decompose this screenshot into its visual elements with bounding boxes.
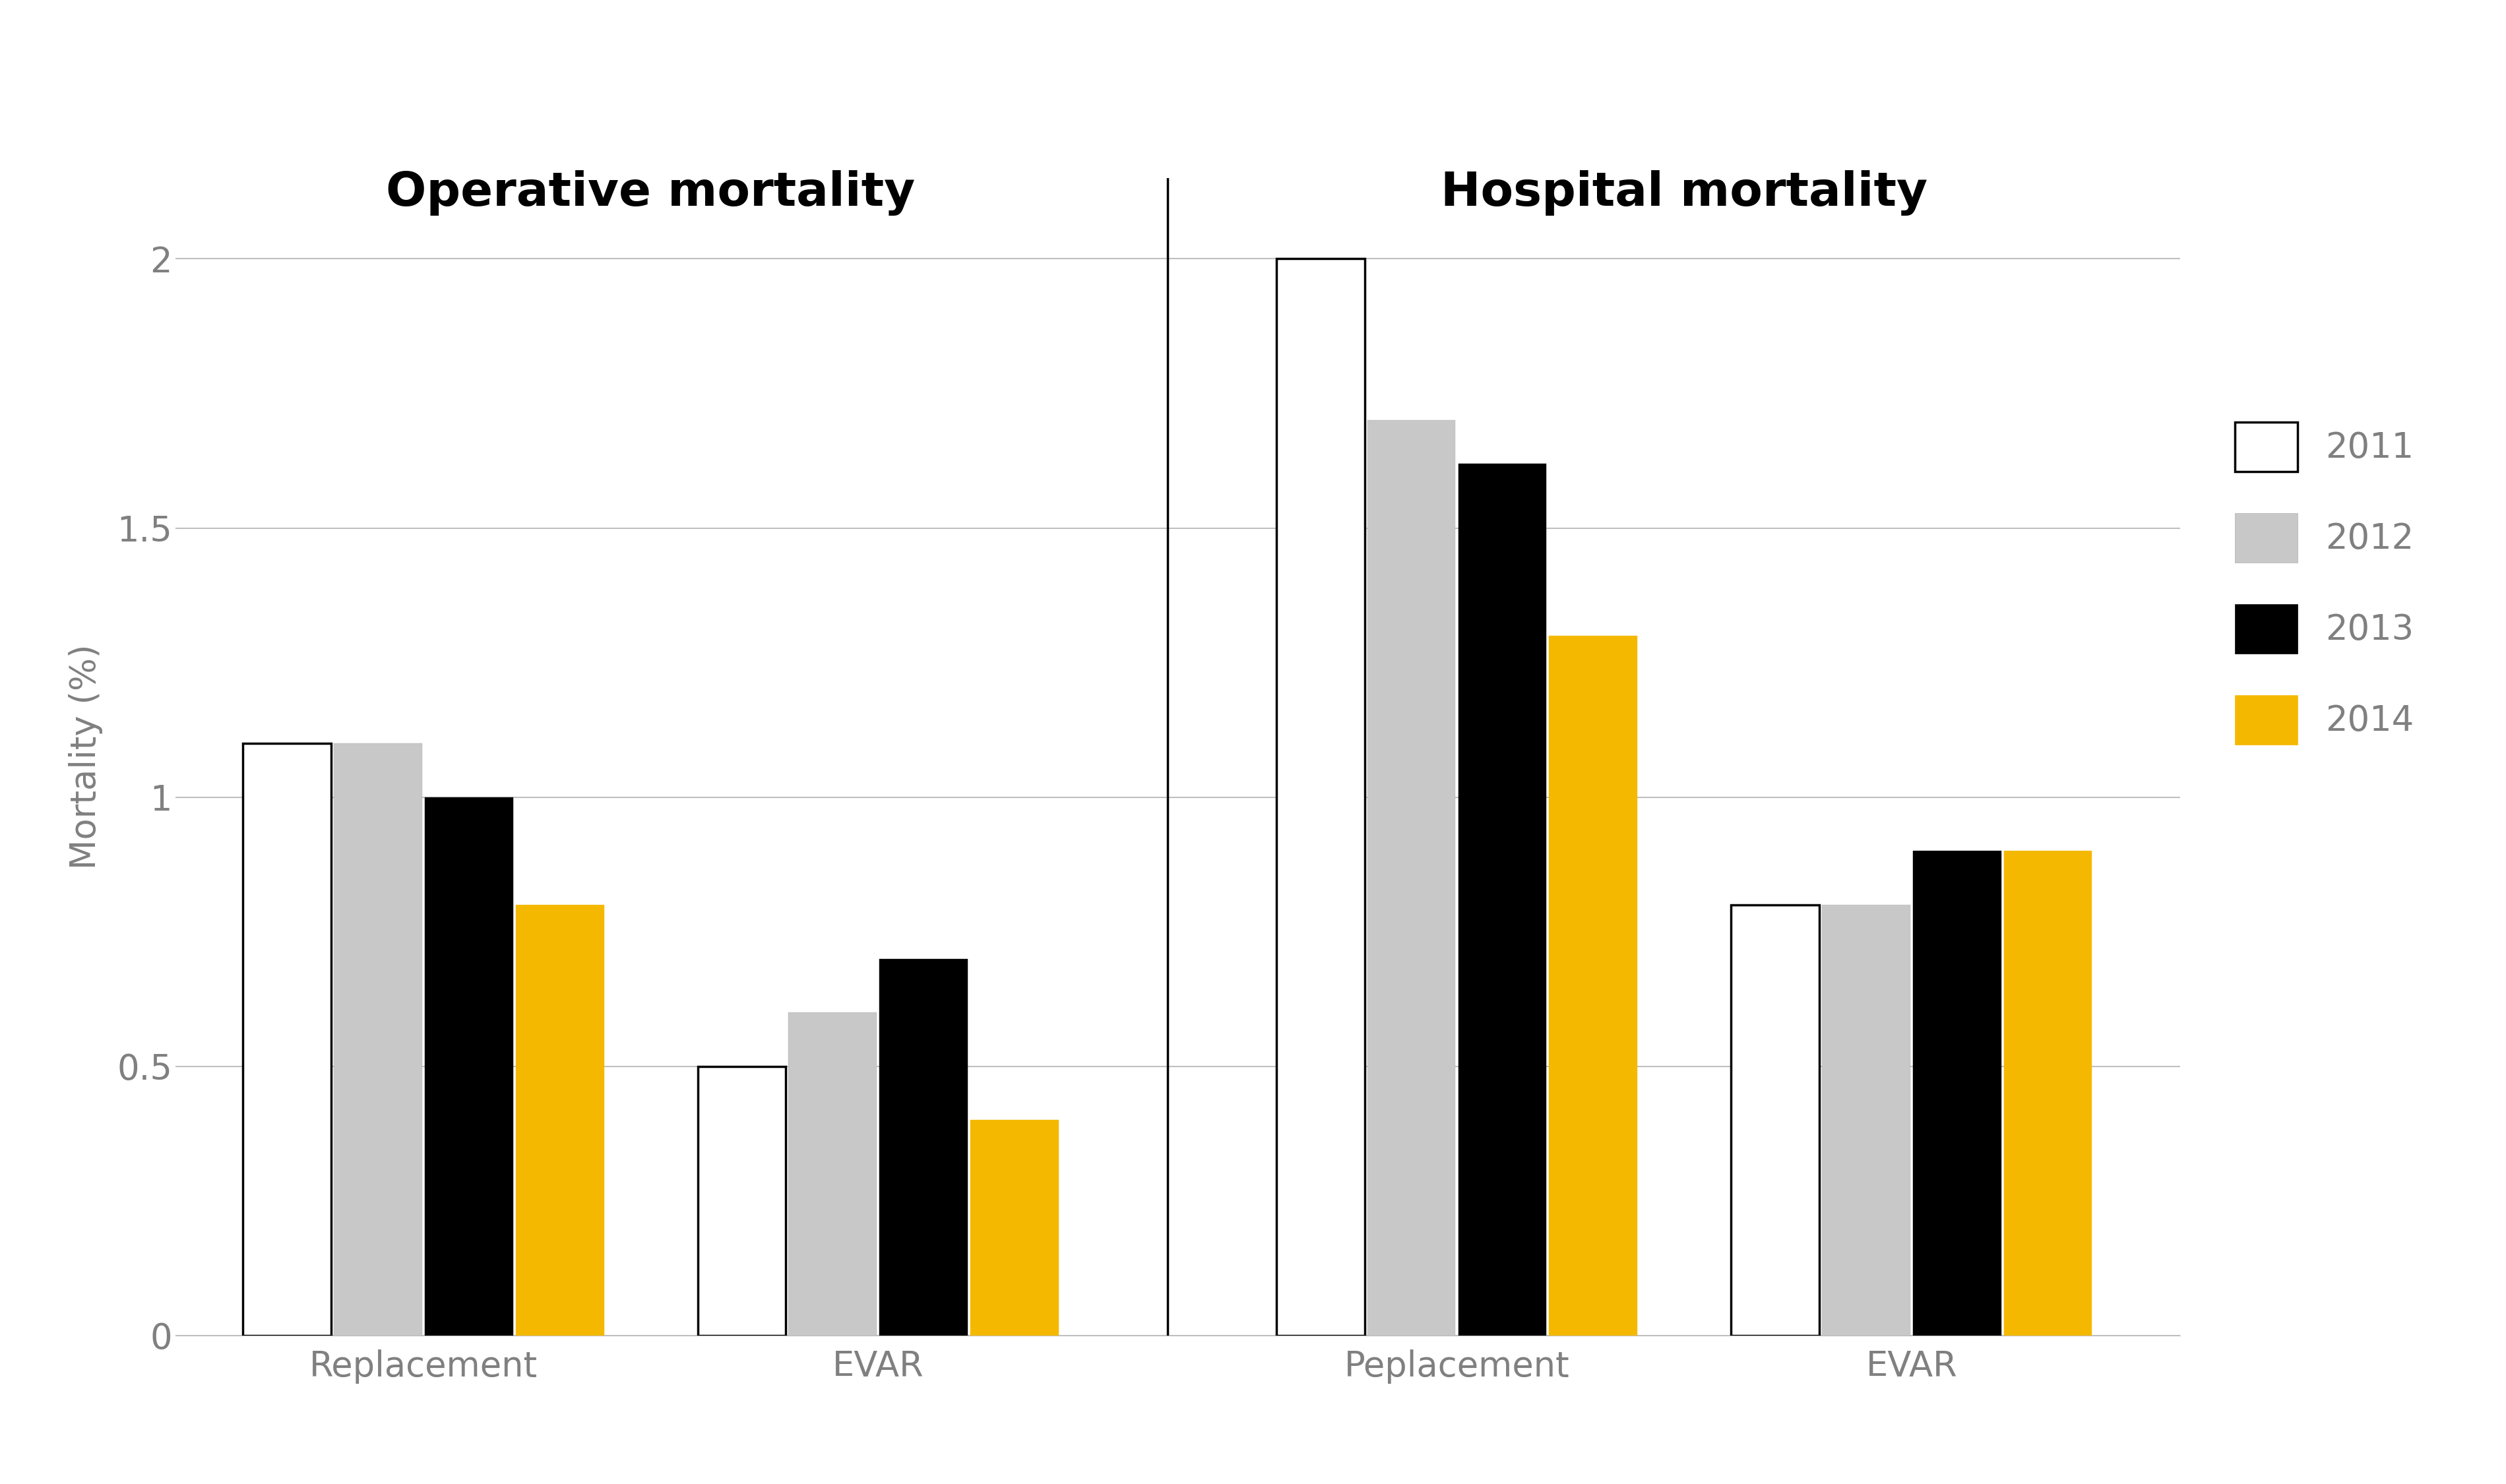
Bar <box>697 1067 787 1336</box>
Legend: 2011, 2012, 2013, 2014: 2011, 2012, 2013, 2014 <box>2218 405 2431 761</box>
Y-axis label: Mortality (%): Mortality (%) <box>68 644 103 870</box>
Bar <box>1549 635 1636 1336</box>
Text: Hospital mortality: Hospital mortality <box>1441 171 1927 215</box>
Bar <box>1912 850 2002 1336</box>
Bar <box>1732 905 1819 1336</box>
Bar <box>426 797 514 1336</box>
Text: Operative mortality: Operative mortality <box>386 171 915 215</box>
Bar <box>1822 905 1910 1336</box>
Bar <box>1276 258 1366 1336</box>
Bar <box>516 905 604 1336</box>
Bar <box>2005 850 2093 1336</box>
Bar <box>970 1120 1058 1336</box>
Bar <box>1458 463 1546 1336</box>
Bar <box>880 959 967 1336</box>
Bar <box>789 1012 877 1336</box>
Bar <box>243 743 331 1336</box>
Bar <box>333 743 421 1336</box>
Bar <box>1368 420 1456 1336</box>
